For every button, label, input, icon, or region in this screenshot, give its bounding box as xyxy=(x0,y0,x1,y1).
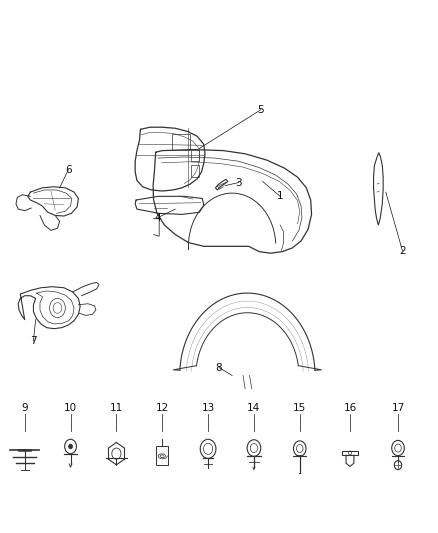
Bar xyxy=(342,451,358,455)
Text: 15: 15 xyxy=(293,403,307,413)
Bar xyxy=(191,150,199,161)
Text: 9: 9 xyxy=(21,403,28,413)
Text: 16: 16 xyxy=(343,403,357,413)
Bar xyxy=(172,134,190,150)
Text: 10: 10 xyxy=(64,403,77,413)
Bar xyxy=(156,446,168,465)
Text: 14: 14 xyxy=(247,403,261,413)
Text: 8: 8 xyxy=(215,362,223,373)
Text: 12: 12 xyxy=(155,403,169,413)
Text: 7: 7 xyxy=(30,336,37,346)
Text: 1: 1 xyxy=(277,191,283,201)
Text: 13: 13 xyxy=(201,403,215,413)
Text: 4: 4 xyxy=(155,213,161,223)
Bar xyxy=(191,165,199,177)
Text: 17: 17 xyxy=(392,403,405,413)
Circle shape xyxy=(69,444,73,449)
Text: 3: 3 xyxy=(235,177,242,188)
Text: 11: 11 xyxy=(110,403,123,413)
Text: 2: 2 xyxy=(399,246,406,255)
Text: 5: 5 xyxy=(258,104,264,115)
Text: 6: 6 xyxy=(65,165,72,175)
